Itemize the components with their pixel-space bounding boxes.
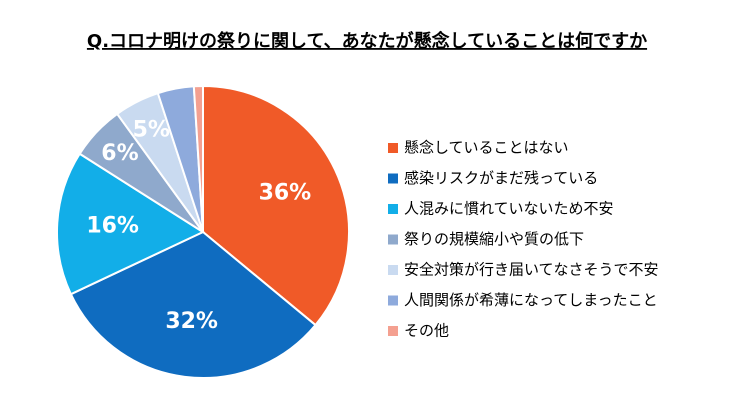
pie-slice [69,230,317,379]
pie-slice [202,84,350,327]
chart-title: Q.コロナ明けの祭りに関して、あなたが懸念していることは何ですか [87,30,647,52]
legend-label: 祭りの規模縮小や質の低下 [404,230,584,248]
data-label: 6% [101,141,138,166]
legend-label: 感染リスクがまだ残っている [404,169,598,187]
data-label: 5% [133,118,170,143]
legend-swatch [388,265,398,275]
pie-slice [56,152,206,296]
legend-label: 人混みに慣れていないため不安 [404,200,614,218]
legend-label: 安全対策が行き届いてなさそうで不安 [404,261,659,279]
legend-label: 人間関係が希薄になってしまったこと [404,291,658,309]
legend-swatch [388,173,398,184]
legend-swatch [388,234,398,245]
legend-swatch [388,295,398,306]
data-label: 32% [165,309,218,334]
data-label: 36% [259,180,312,205]
legend-label: その他 [404,322,449,340]
legend-swatch [388,204,398,214]
legend-swatch [388,143,398,153]
legend-swatch [388,326,398,336]
data-label: 16% [86,213,139,238]
legend-label: 懸念していることはない [404,139,569,157]
pie-slice [192,84,204,233]
